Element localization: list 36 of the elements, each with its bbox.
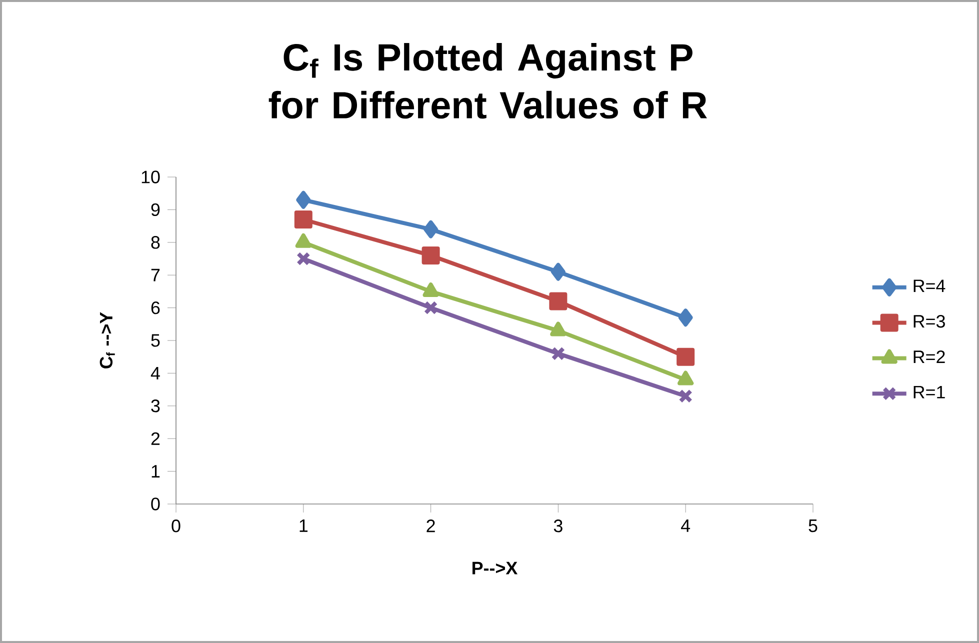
point [424, 300, 438, 315]
point [678, 308, 693, 327]
y-tick-label: 7 [151, 268, 160, 282]
y-tick-label: 8 [151, 236, 160, 249]
legend-label: R=3 [914, 314, 945, 328]
point [550, 262, 566, 281]
point [676, 348, 695, 366]
y-axis-title: C$_{f}$ -->Y [100, 312, 115, 368]
x-tick-label: 1 [300, 520, 308, 532]
point [551, 346, 566, 361]
y-tick-label: 1 [152, 465, 160, 478]
x-tick-label: 2 [426, 520, 435, 532]
point [294, 210, 312, 229]
point [424, 220, 438, 238]
x-axis-title: P-->X [472, 562, 518, 574]
point [549, 292, 568, 310]
y-tick-label: 6 [151, 301, 160, 314]
y-tick-label: 5 [151, 334, 160, 347]
legend-label: R=4 [914, 280, 946, 292]
x-tick-label: 0 [172, 520, 180, 532]
y-tick-label: 10 [142, 170, 160, 184]
chart-title: C$_{f}$ Is Plotted Against P for Different Values of R [268, 43, 707, 119]
legend-label: R=2 [914, 350, 945, 364]
x-tick-label: 4 [681, 520, 690, 532]
x-tick-label: 5 [808, 520, 818, 532]
point [678, 389, 693, 404]
point [296, 190, 311, 209]
y-tick-label: 0 [151, 498, 160, 510]
point [296, 252, 310, 266]
y-tick-label: 2 [151, 432, 160, 445]
legend-label: R=1 [914, 386, 945, 398]
x-tick-label: 3 [554, 520, 562, 532]
y-tick-label: 4 [150, 367, 160, 380]
y-tick-label: 3 [151, 400, 160, 412]
point [422, 246, 440, 264]
y-tick-label: 9 [151, 203, 160, 216]
